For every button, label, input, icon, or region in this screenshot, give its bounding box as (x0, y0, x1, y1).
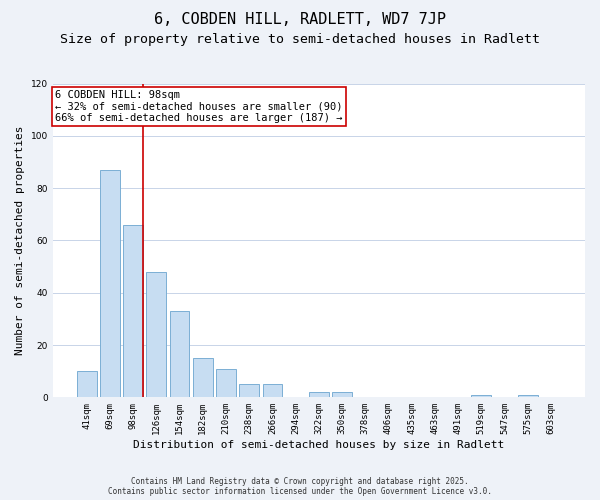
Text: Contains HM Land Registry data © Crown copyright and database right 2025.: Contains HM Land Registry data © Crown c… (131, 477, 469, 486)
Bar (309, 392, 329, 398)
Bar (170, 311, 190, 398)
Bar (216, 368, 236, 398)
Bar (100, 170, 120, 398)
Text: Contains public sector information licensed under the Open Government Licence v3: Contains public sector information licen… (108, 487, 492, 496)
Text: Size of property relative to semi-detached houses in Radlett: Size of property relative to semi-detach… (60, 32, 540, 46)
Bar (193, 358, 212, 398)
Bar (518, 394, 538, 398)
Bar (146, 272, 166, 398)
Bar (77, 371, 97, 398)
Bar (239, 384, 259, 398)
Bar (263, 384, 282, 398)
X-axis label: Distribution of semi-detached houses by size in Radlett: Distribution of semi-detached houses by … (133, 440, 505, 450)
Y-axis label: Number of semi-detached properties: Number of semi-detached properties (15, 126, 25, 355)
Bar (332, 392, 352, 398)
Text: 6, COBDEN HILL, RADLETT, WD7 7JP: 6, COBDEN HILL, RADLETT, WD7 7JP (154, 12, 446, 28)
Text: 6 COBDEN HILL: 98sqm
← 32% of semi-detached houses are smaller (90)
66% of semi-: 6 COBDEN HILL: 98sqm ← 32% of semi-detac… (55, 90, 343, 123)
Bar (472, 394, 491, 398)
Bar (123, 224, 143, 398)
